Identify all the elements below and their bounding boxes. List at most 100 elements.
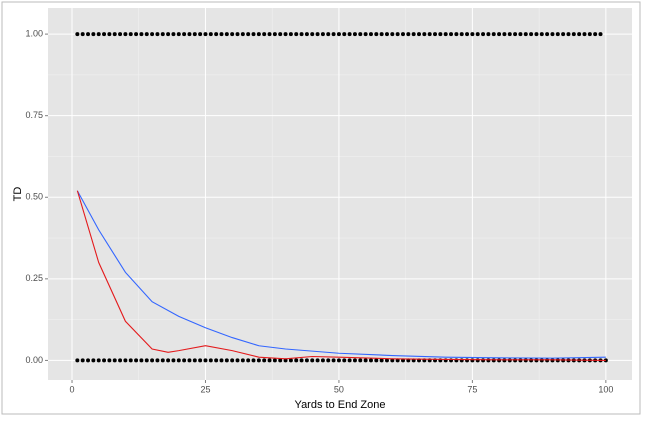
point (123, 32, 128, 37)
point (118, 32, 123, 37)
point (384, 32, 389, 37)
y-tick-label: 0.75 (25, 110, 43, 120)
point (379, 358, 384, 363)
point (240, 32, 245, 37)
point (294, 358, 299, 363)
point (449, 32, 454, 37)
point (230, 358, 235, 363)
point (379, 32, 384, 37)
point (235, 358, 240, 363)
point (224, 32, 229, 37)
point (459, 32, 464, 37)
point (475, 358, 480, 363)
point (219, 358, 224, 363)
point (107, 32, 112, 37)
point (128, 32, 133, 37)
point (86, 358, 91, 363)
x-axis-title: Yards to End Zone (295, 399, 386, 411)
point (230, 32, 235, 37)
point (555, 32, 560, 37)
point (171, 358, 176, 363)
x-tick-label: 0 (70, 384, 75, 394)
point (550, 32, 555, 37)
point (203, 358, 208, 363)
point (272, 32, 277, 37)
point (251, 32, 256, 37)
point (134, 358, 139, 363)
point (182, 32, 187, 37)
point (497, 358, 502, 363)
point (310, 358, 315, 363)
point (465, 32, 470, 37)
point (304, 358, 309, 363)
point (91, 32, 96, 37)
point (491, 358, 496, 363)
point (342, 32, 347, 37)
point (246, 358, 251, 363)
point (214, 32, 219, 37)
point (96, 358, 101, 363)
point (144, 32, 149, 37)
point (102, 32, 107, 37)
point (368, 358, 373, 363)
point (262, 358, 267, 363)
point (139, 358, 144, 363)
point (331, 358, 336, 363)
point (176, 32, 181, 37)
point (155, 358, 160, 363)
point (160, 358, 165, 363)
point (80, 32, 85, 37)
point (102, 358, 107, 363)
point (251, 358, 256, 363)
point (219, 32, 224, 37)
point (112, 358, 117, 363)
point (470, 32, 475, 37)
point (283, 32, 288, 37)
point (422, 32, 427, 37)
point (352, 358, 357, 363)
line (76, 190, 606, 361)
point (395, 32, 400, 37)
point (481, 32, 486, 37)
point (561, 32, 566, 37)
point (400, 32, 405, 37)
point (491, 32, 496, 37)
point (192, 358, 197, 363)
point (577, 32, 582, 37)
point (374, 358, 379, 363)
point (192, 32, 197, 37)
point (224, 358, 229, 363)
point (299, 358, 304, 363)
point (598, 32, 603, 37)
point (198, 358, 203, 363)
point (550, 358, 555, 363)
point (326, 358, 331, 363)
point (96, 32, 101, 37)
point (139, 32, 144, 37)
point (294, 32, 299, 37)
point (518, 32, 523, 37)
point (262, 32, 267, 37)
point (475, 32, 480, 37)
point (134, 32, 139, 37)
point (331, 32, 336, 37)
point (534, 358, 539, 363)
point (160, 32, 165, 37)
point (539, 32, 544, 37)
x-tick-label: 100 (598, 384, 613, 394)
point (358, 358, 363, 363)
point (486, 32, 491, 37)
point (150, 358, 155, 363)
point (507, 358, 512, 363)
point (571, 32, 576, 37)
point (112, 32, 117, 37)
point (320, 358, 325, 363)
point (443, 32, 448, 37)
point (107, 358, 112, 363)
point (529, 32, 534, 37)
point (523, 32, 528, 37)
point (384, 358, 389, 363)
point (182, 358, 187, 363)
point (208, 32, 213, 37)
